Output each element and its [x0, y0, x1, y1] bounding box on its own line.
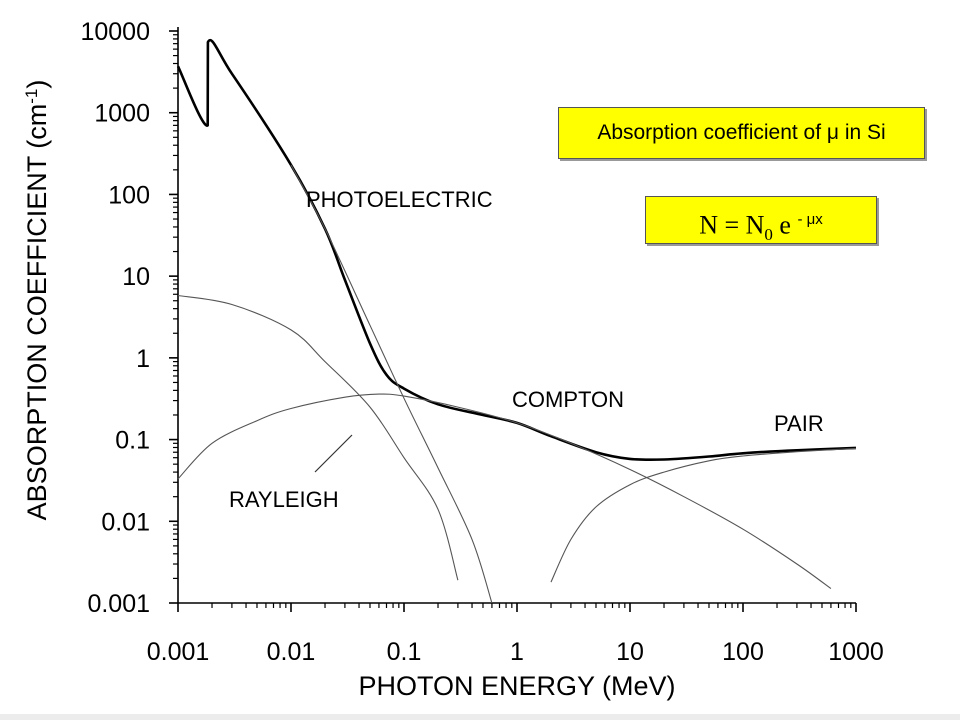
- x-tick-label: 10: [616, 638, 644, 666]
- series-compton-line: [177, 393, 832, 590]
- rayleigh-pointer: [314, 434, 353, 473]
- equation-lhs: N = N: [699, 210, 765, 240]
- annotation-pair: PAIR: [774, 411, 824, 436]
- x-tick-label: 1000: [828, 638, 884, 666]
- equation-base: e: [772, 210, 798, 240]
- x-axis-label: PHOTON ENERGY (MeV): [358, 671, 675, 701]
- x-tick-label: 1: [510, 638, 524, 666]
- footer-bar: [0, 714, 960, 720]
- title-box: Absorption coefficient of μ in Si: [558, 107, 925, 159]
- y-axis-label-sup: -1: [22, 89, 41, 104]
- y-tick-label: 10: [122, 263, 150, 291]
- y-tick-label: 0.001: [87, 590, 150, 618]
- title-box-text: Absorption coefficient of μ in Si: [597, 121, 886, 144]
- y-tick-label: 0.1: [115, 427, 150, 455]
- y-tick-label: 1000: [94, 100, 150, 128]
- y-axis-label: ABSORPTION COEFFICIENT (cm-1): [22, 80, 52, 521]
- y-axis: 0.001 0.01 0.1 1 10 100 1000 10000: [80, 18, 178, 618]
- series-rayleigh-line: [177, 294, 459, 581]
- equation-subscript: 0: [764, 224, 773, 244]
- equation-box: N = N0 e - μx: [645, 196, 877, 244]
- annotation-compton: COMPTON: [512, 387, 624, 412]
- y-tick-label: 0.01: [101, 508, 150, 536]
- y-axis-label-close: ): [22, 80, 52, 89]
- y-tick-label: 100: [108, 181, 150, 209]
- x-tick-label: 0.1: [387, 638, 422, 666]
- x-tick-label: 100: [722, 638, 764, 666]
- series-total-line: [176, 38, 857, 462]
- equation-exponent: - μx: [797, 211, 823, 228]
- y-tick-label: 1: [136, 345, 150, 373]
- series-pair-line: [550, 447, 857, 583]
- y-tick-label: 10000: [80, 18, 150, 46]
- x-axis: 0.001 0.01 0.1 1 10 100 1000: [147, 603, 884, 666]
- rayleigh-pointer-line: [314, 434, 353, 473]
- annotation-rayleigh: RAYLEIGH: [229, 487, 339, 512]
- x-tick-label: 0.001: [147, 638, 210, 666]
- series-photoelectric-line: [290, 164, 493, 604]
- annotation-photoelectric: PHOTOELECTRIC: [306, 187, 493, 212]
- y-axis-label-main: ABSORPTION COEFFICIENT (cm: [22, 104, 52, 521]
- x-tick-label: 0.01: [267, 638, 316, 666]
- series-layer: [176, 38, 857, 604]
